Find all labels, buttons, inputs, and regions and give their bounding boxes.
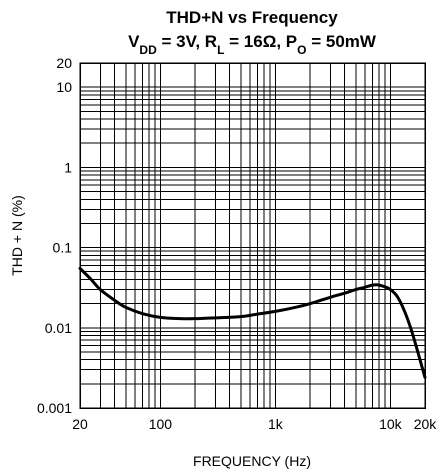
y-axis-label: THD + N (%) <box>9 195 25 276</box>
y-tick-label: 0.001 <box>37 400 72 416</box>
x-tick-label: 1k <box>268 416 284 432</box>
y-tick-label: 1 <box>64 159 72 175</box>
chart-title: THD+N vs Frequency <box>166 8 338 27</box>
x-tick-label: 100 <box>149 416 173 432</box>
curve-layer <box>78 266 427 379</box>
x-tick-label: 20k <box>414 416 438 432</box>
thd-curve <box>78 266 427 379</box>
x-tick-label: 20 <box>72 416 88 432</box>
y-tick-label: 10 <box>56 79 72 95</box>
plot-area <box>79 62 426 409</box>
chart-subtitle: VDD = 3V, RL = 16Ω, PO = 50mW <box>128 32 377 57</box>
y-tick-label: 0.01 <box>45 320 72 336</box>
tick-labels: 20 100 1k 10k 20k 0.001 0.01 0.1 1 10 20 <box>37 55 437 432</box>
x-tick-label: 10k <box>379 416 403 432</box>
grid <box>80 63 425 408</box>
y-tick-label: 0.1 <box>53 240 73 256</box>
y-tick-label: 20 <box>56 55 72 71</box>
x-axis-label: FREQUENCY (Hz) <box>193 453 311 469</box>
